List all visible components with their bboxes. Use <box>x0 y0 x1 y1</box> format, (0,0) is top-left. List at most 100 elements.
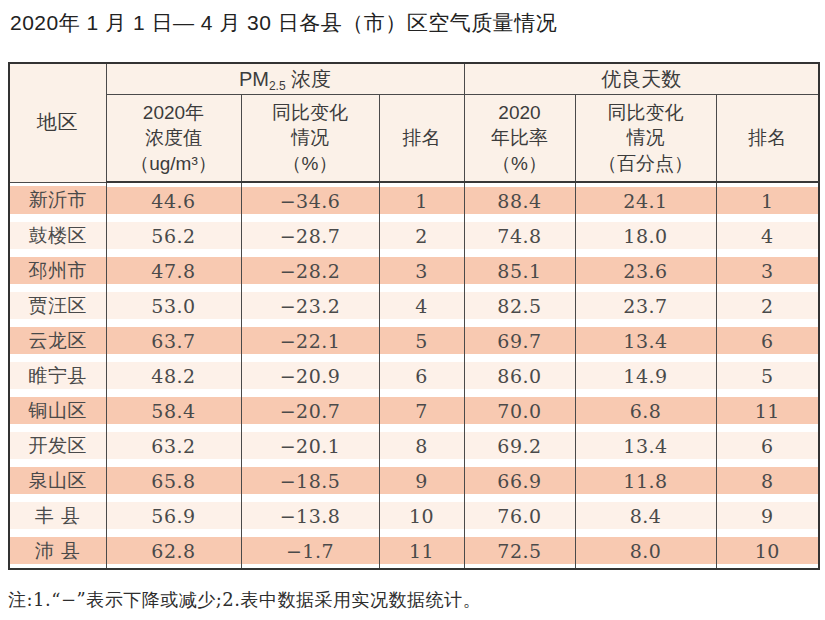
value-cell: 85.1 <box>464 253 575 288</box>
value-cell: 11 <box>379 533 464 569</box>
table-row: 邳州市47.8−28.2385.123.63 <box>9 253 819 288</box>
column-group-good-days: 优良天数 <box>464 63 819 95</box>
group-header-row: 地区 PM2.5 浓度 优良天数 <box>9 63 819 95</box>
value-cell: 6 <box>716 323 819 358</box>
value-cell: −20.1 <box>241 428 379 463</box>
table-row: 泉山区65.8−18.5966.911.88 <box>9 463 819 498</box>
value-cell: 11 <box>716 393 819 428</box>
value-cell: 2 <box>379 218 464 253</box>
region-cell: 泉山区 <box>9 463 106 498</box>
value-cell: 56.9 <box>106 498 241 533</box>
value-cell: 1 <box>716 182 819 218</box>
table-row: 沛 县62.8−1.71172.58.010 <box>9 533 819 569</box>
sub-header-row: 2020年 浓度值 （ug/m³） 同比变化 情况 （%） 排名 2020 年比… <box>9 95 819 183</box>
value-cell: 69.7 <box>464 323 575 358</box>
value-cell: 10 <box>379 498 464 533</box>
value-cell: 2 <box>716 288 819 323</box>
table-row: 鼓楼区56.2−28.7274.818.04 <box>9 218 819 253</box>
region-cell: 丰 县 <box>9 498 106 533</box>
value-cell: 13.4 <box>575 323 716 358</box>
value-cell: 6.8 <box>575 393 716 428</box>
pm-label-prefix: PM <box>239 68 269 90</box>
value-cell: 7 <box>379 393 464 428</box>
value-cell: 76.0 <box>464 498 575 533</box>
value-cell: 63.7 <box>106 323 241 358</box>
value-cell: 5 <box>379 323 464 358</box>
value-cell: 58.4 <box>106 393 241 428</box>
value-cell: 9 <box>716 498 819 533</box>
page-title: 2020年 1 月 1 日— 4 月 30 日各县（市）区空气质量情况 <box>10 9 557 37</box>
value-cell: 8 <box>379 428 464 463</box>
value-cell: −18.5 <box>241 463 379 498</box>
value-cell: 70.0 <box>464 393 575 428</box>
pm-label-subscript: 2.5 <box>269 79 286 93</box>
region-cell: 新沂市 <box>9 182 106 218</box>
value-cell: 48.2 <box>106 358 241 393</box>
table-row: 新沂市44.6−34.6188.424.11 <box>9 182 819 218</box>
value-cell: 72.5 <box>464 533 575 569</box>
value-cell: 53.0 <box>106 288 241 323</box>
value-cell: 3 <box>379 253 464 288</box>
table-body: 新沂市44.6−34.6188.424.11鼓楼区56.2−28.7274.81… <box>9 182 819 569</box>
value-cell: 66.9 <box>464 463 575 498</box>
value-cell: 9 <box>379 463 464 498</box>
value-cell: 44.6 <box>106 182 241 218</box>
region-cell: 云龙区 <box>9 323 106 358</box>
value-cell: 8 <box>716 463 819 498</box>
table-row: 贾汪区53.0−23.2482.523.72 <box>9 288 819 323</box>
value-cell: −1.7 <box>241 533 379 569</box>
pm-label-suffix: 浓度 <box>286 68 332 90</box>
table-row: 睢宁县48.2−20.9686.014.95 <box>9 358 819 393</box>
table-row: 铜山区58.4−20.7770.06.811 <box>9 393 819 428</box>
column-header-good-change: 同比变化 情况 （百分点） <box>575 95 716 183</box>
value-cell: 65.8 <box>106 463 241 498</box>
value-cell: 8.0 <box>575 533 716 569</box>
region-cell: 睢宁县 <box>9 358 106 393</box>
value-cell: 24.1 <box>575 182 716 218</box>
value-cell: 63.2 <box>106 428 241 463</box>
value-cell: −13.8 <box>241 498 379 533</box>
column-header-good-ratio: 2020 年比率 （%） <box>464 95 575 183</box>
value-cell: 88.4 <box>464 182 575 218</box>
region-cell: 沛 县 <box>9 533 106 569</box>
table-row: 云龙区63.7−22.1569.713.46 <box>9 323 819 358</box>
value-cell: 4 <box>716 218 819 253</box>
value-cell: 86.0 <box>464 358 575 393</box>
column-header-pm-value: 2020年 浓度值 （ug/m³） <box>106 95 241 183</box>
value-cell: −22.1 <box>241 323 379 358</box>
value-cell: −28.2 <box>241 253 379 288</box>
air-quality-table-wrapper: 地区 PM2.5 浓度 优良天数 2020年 浓度值 （ug/m³） 同比变化 … <box>8 62 818 570</box>
footnote: 注:1.“−”表示下降或减少;2.表中数据采用实况数据统计。 <box>8 588 481 612</box>
value-cell: 23.6 <box>575 253 716 288</box>
value-cell: 14.9 <box>575 358 716 393</box>
table-header: 地区 PM2.5 浓度 优良天数 2020年 浓度值 （ug/m³） 同比变化 … <box>9 63 819 182</box>
value-cell: 4 <box>379 288 464 323</box>
region-cell: 贾汪区 <box>9 288 106 323</box>
value-cell: 47.8 <box>106 253 241 288</box>
value-cell: 3 <box>716 253 819 288</box>
column-header-good-rank: 排名 <box>716 95 819 183</box>
column-header-pm-rank: 排名 <box>379 95 464 183</box>
column-header-region: 地区 <box>9 63 106 182</box>
air-quality-table: 地区 PM2.5 浓度 优良天数 2020年 浓度值 （ug/m³） 同比变化 … <box>8 62 820 570</box>
page: 2020年 1 月 1 日— 4 月 30 日各县（市）区空气质量情况 地区 P… <box>0 0 825 620</box>
table-row: 丰 县56.9−13.81076.08.49 <box>9 498 819 533</box>
value-cell: 11.8 <box>575 463 716 498</box>
value-cell: −28.7 <box>241 218 379 253</box>
value-cell: 6 <box>716 428 819 463</box>
column-header-pm-change: 同比变化 情况 （%） <box>241 95 379 183</box>
value-cell: 8.4 <box>575 498 716 533</box>
value-cell: 10 <box>716 533 819 569</box>
value-cell: −20.7 <box>241 393 379 428</box>
value-cell: −23.2 <box>241 288 379 323</box>
region-cell: 鼓楼区 <box>9 218 106 253</box>
value-cell: 5 <box>716 358 819 393</box>
value-cell: 13.4 <box>575 428 716 463</box>
value-cell: 6 <box>379 358 464 393</box>
value-cell: 82.5 <box>464 288 575 323</box>
value-cell: −20.9 <box>241 358 379 393</box>
value-cell: 56.2 <box>106 218 241 253</box>
value-cell: −34.6 <box>241 182 379 218</box>
region-cell: 铜山区 <box>9 393 106 428</box>
value-cell: 23.7 <box>575 288 716 323</box>
